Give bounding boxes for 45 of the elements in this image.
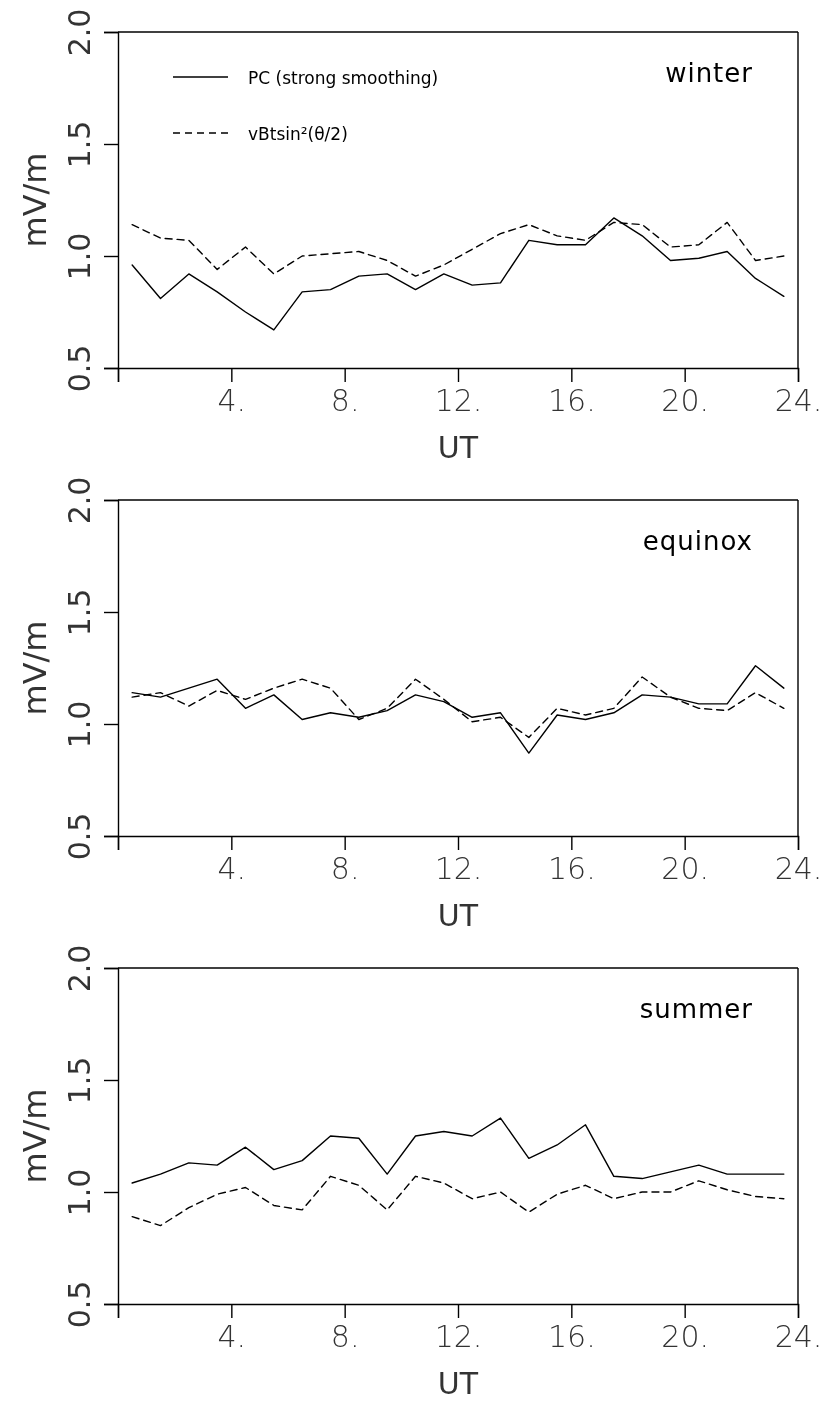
x-tick-label: 24. [774,1319,823,1355]
x-tick-label: 8. [330,383,360,419]
y-tick-label: 0.5 [62,812,97,861]
x-tick-label: 8. [330,851,360,887]
x-tick-label: 4. [217,383,247,419]
y-tick-label: 1.5 [62,120,97,169]
x-tick-label: 16. [547,383,596,419]
x-tick-label: 8. [330,1319,360,1355]
x-tick-label: 12. [434,851,483,887]
legend-label: vBtsin²(θ/2) [248,124,348,144]
line-series [131,217,785,331]
x-tick-label: 20. [661,383,710,419]
y-tick-label: 0.5 [62,344,97,393]
x-axis-title: UT [437,430,479,465]
x-axis-title: UT [437,1366,479,1401]
x-tick-label: 4. [217,1319,247,1355]
y-tick-label: 1.0 [62,1168,97,1217]
x-tick-label: 12. [434,383,483,419]
annotation: summer [639,994,753,1024]
y-axis-title: mV/m [16,152,54,248]
line-series [131,665,785,754]
y-tick-label: 0.5 [62,1280,97,1329]
x-tick-label: 24. [774,851,823,887]
annotation: winter [665,58,753,88]
line-series [131,1117,785,1184]
y-tick-label: 1.0 [62,700,97,749]
legend-label: PC (strong smoothing) [248,68,439,88]
annotation: equinox [642,526,753,556]
y-axis-title: mV/m [16,620,54,716]
y-axis-title: mV/m [16,1088,54,1184]
x-tick-label: 20. [661,851,710,887]
line-series [131,1175,785,1227]
y-tick-label: 1.5 [62,588,97,637]
y-tick-label: 2.0 [62,944,97,993]
y-tick-label: 1.5 [62,1056,97,1105]
y-tick-label: 2.0 [62,476,97,525]
x-tick-label: 12. [434,1319,483,1355]
x-tick-label: 20. [661,1319,710,1355]
y-tick-label: 1.0 [62,232,97,281]
x-tick-label: 16. [547,1319,596,1355]
y-tick-label: 2.0 [62,8,97,57]
x-tick-label: 4. [217,851,247,887]
x-tick-label: 24. [774,383,823,419]
x-tick-label: 16. [547,851,596,887]
x-axis-title: UT [437,898,479,933]
